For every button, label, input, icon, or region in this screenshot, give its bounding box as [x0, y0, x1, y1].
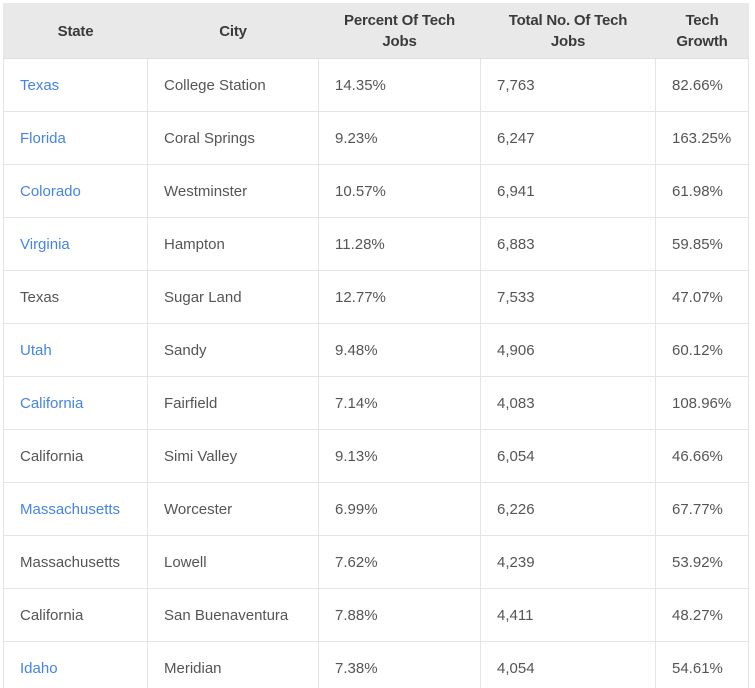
total-no-of-tech-jobs-cell: 7,763 — [480, 58, 656, 112]
state-label: California — [20, 447, 84, 465]
total-no-of-tech-jobs-cell: 6,247 — [480, 111, 656, 165]
tech-growth-cell: 67.77% — [655, 482, 749, 536]
state-cell: Utah — [3, 323, 148, 377]
state-link[interactable]: Massachusetts — [20, 500, 121, 518]
state-cell: Florida — [3, 111, 148, 165]
tech-growth-cell: 59.85% — [655, 217, 749, 271]
state-cell: Massachusetts — [3, 482, 148, 536]
table-row: Texas College Station 14.35% 7,763 82.66% — [3, 58, 749, 112]
table-row: Utah Sandy 9.48% 4,906 60.12% — [3, 323, 749, 377]
percent-of-tech-jobs-cell: 9.23% — [318, 111, 481, 165]
column-header-percent-of-tech-jobs: Percent Of Tech Jobs — [318, 3, 481, 59]
tech-growth-cell: 163.25% — [655, 111, 749, 165]
percent-of-tech-jobs-cell: 10.57% — [318, 164, 481, 218]
tech-growth-cell: 46.66% — [655, 429, 749, 483]
total-no-of-tech-jobs-cell: 6,226 — [480, 482, 656, 536]
state-cell: Idaho — [3, 641, 148, 688]
total-no-of-tech-jobs-cell: 6,054 — [480, 429, 656, 483]
percent-of-tech-jobs-cell: 7.14% — [318, 376, 481, 430]
state-link[interactable]: California — [20, 394, 84, 412]
percent-of-tech-jobs-cell: 9.13% — [318, 429, 481, 483]
state-cell: Texas — [3, 58, 148, 112]
state-label: California — [20, 606, 84, 624]
total-no-of-tech-jobs-cell: 6,883 — [480, 217, 656, 271]
total-no-of-tech-jobs-cell: 7,533 — [480, 270, 656, 324]
state-link[interactable]: Virginia — [20, 235, 70, 253]
percent-of-tech-jobs-cell: 9.48% — [318, 323, 481, 377]
state-cell: California — [3, 429, 148, 483]
percent-of-tech-jobs-cell: 7.62% — [318, 535, 481, 589]
table-row: California San Buenaventura 7.88% 4,411 48.2… — [3, 588, 749, 642]
total-no-of-tech-jobs-cell: 4,411 — [480, 588, 656, 642]
city-cell: Lowell — [147, 535, 319, 589]
header-row: State City Percent Of Tech Jobs Total No… — [3, 3, 749, 59]
percent-of-tech-jobs-cell: 6.99% — [318, 482, 481, 536]
tech-growth-cell: 108.96% — [655, 376, 749, 430]
percent-of-tech-jobs-cell: 11.28% — [318, 217, 481, 271]
table-row: Florida Coral Springs 9.23% 6,247 163.25% — [3, 111, 749, 165]
tech-jobs-table: State City Percent Of Tech Jobs Total No… — [3, 3, 749, 688]
tech-growth-cell: 48.27% — [655, 588, 749, 642]
column-header-city: City — [147, 3, 319, 59]
table-row: Massachusetts Worcester 6.99% 6,226 67.77% — [3, 482, 749, 536]
city-cell: Sandy — [147, 323, 319, 377]
state-link[interactable]: Texas — [20, 76, 60, 94]
city-cell: Fairfield — [147, 376, 319, 430]
column-header-total-no-of-tech-jobs: Total No. Of Tech Jobs — [480, 3, 656, 59]
table-row: California Fairfield 7.14% 4,083 108.96% — [3, 376, 749, 430]
state-cell: California — [3, 588, 148, 642]
total-no-of-tech-jobs-cell: 4,239 — [480, 535, 656, 589]
column-header-tech-growth: Tech Growth — [655, 3, 749, 59]
state-label: Texas — [20, 288, 60, 306]
state-link[interactable]: Florida — [20, 129, 66, 147]
city-cell: College Station — [147, 58, 319, 112]
percent-of-tech-jobs-cell: 14.35% — [318, 58, 481, 112]
total-no-of-tech-jobs-cell: 4,054 — [480, 641, 656, 688]
state-cell: Colorado — [3, 164, 148, 218]
table-row: California Simi Valley 9.13% 6,054 46.66% — [3, 429, 749, 483]
tech-growth-cell: 54.61% — [655, 641, 749, 688]
state-label: Massachusetts — [20, 553, 121, 571]
percent-of-tech-jobs-cell: 12.77% — [318, 270, 481, 324]
tech-growth-cell: 61.98% — [655, 164, 749, 218]
state-cell: Virginia — [3, 217, 148, 271]
city-cell: Simi Valley — [147, 429, 319, 483]
state-cell: Texas — [3, 270, 148, 324]
table-row: Massachusetts Lowell 7.62% 4,239 53.92% — [3, 535, 749, 589]
percent-of-tech-jobs-cell: 7.88% — [318, 588, 481, 642]
total-no-of-tech-jobs-cell: 4,906 — [480, 323, 656, 377]
column-header-state: State — [3, 3, 148, 59]
state-link[interactable]: Utah — [20, 341, 52, 359]
tech-growth-cell: 47.07% — [655, 270, 749, 324]
city-cell: Worcester — [147, 482, 319, 536]
table-row: Texas Sugar Land 12.77% 7,533 47.07% — [3, 270, 749, 324]
table-row: Virginia Hampton 11.28% 6,883 59.85% — [3, 217, 749, 271]
total-no-of-tech-jobs-cell: 6,941 — [480, 164, 656, 218]
state-cell: Massachusetts — [3, 535, 148, 589]
city-cell: Westminster — [147, 164, 319, 218]
city-cell: Hampton — [147, 217, 319, 271]
state-cell: California — [3, 376, 148, 430]
city-cell: Meridian — [147, 641, 319, 688]
city-cell: Sugar Land — [147, 270, 319, 324]
table-body: Texas College Station 14.35% 7,763 82.66% Flo… — [3, 58, 749, 688]
tech-growth-cell: 60.12% — [655, 323, 749, 377]
tech-growth-cell: 82.66% — [655, 58, 749, 112]
city-cell: Coral Springs — [147, 111, 319, 165]
total-no-of-tech-jobs-cell: 4,083 — [480, 376, 656, 430]
state-link[interactable]: Idaho — [20, 659, 58, 677]
tech-growth-cell: 53.92% — [655, 535, 749, 589]
table-row: Colorado Westminster 10.57% 6,941 61.98% — [3, 164, 749, 218]
table-row: Idaho Meridian 7.38% 4,054 54.61% — [3, 641, 749, 688]
percent-of-tech-jobs-cell: 7.38% — [318, 641, 481, 688]
city-cell: San Buenaventura — [147, 588, 319, 642]
state-link[interactable]: Colorado — [20, 182, 81, 200]
